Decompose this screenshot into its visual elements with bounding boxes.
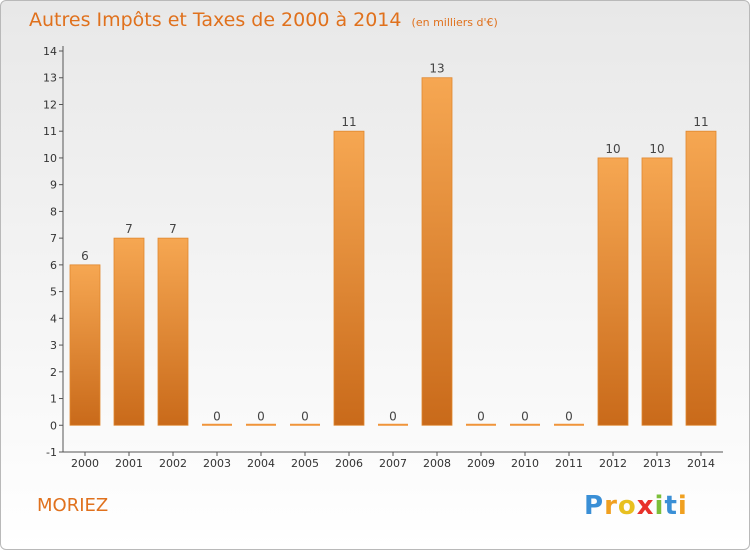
y-tick-label: 2 [50, 366, 57, 379]
x-tick-label: 2005 [291, 457, 319, 470]
bar [69, 264, 101, 426]
y-tick-label: 4 [50, 312, 57, 325]
bar [113, 237, 145, 426]
data-label: 7 [169, 222, 177, 236]
y-tick-label: 3 [50, 339, 57, 352]
bar [378, 423, 408, 426]
x-tick-label: 2011 [555, 457, 583, 470]
logo-letter: i [654, 491, 665, 521]
x-tick-label: 2000 [71, 457, 99, 470]
data-label: 10 [605, 142, 620, 156]
x-tick-label: 2004 [247, 457, 275, 470]
data-label: 11 [341, 115, 356, 129]
bar [202, 423, 232, 426]
y-tick-label: 7 [50, 232, 57, 245]
y-tick-label: 11 [43, 125, 57, 138]
x-tick-label: 2007 [379, 457, 407, 470]
bar [421, 77, 453, 426]
bar [554, 423, 584, 426]
bar [246, 423, 276, 426]
bar [510, 423, 540, 426]
logo-letter: r [604, 491, 618, 521]
y-tick-label: 10 [43, 152, 57, 165]
bar [597, 157, 629, 426]
data-label: 0 [565, 409, 573, 423]
bar [157, 237, 189, 426]
y-tick-label: 8 [50, 205, 57, 218]
x-tick-label: 2009 [467, 457, 495, 470]
proxiti-logo: Proxiti [584, 491, 688, 521]
commune-name: MORIEZ [37, 495, 109, 516]
y-tick-label: 1 [50, 393, 57, 406]
logo-letter: t [664, 491, 678, 521]
logo-letter: x [636, 491, 655, 521]
x-tick-label: 2003 [203, 457, 231, 470]
x-tick-label: 2006 [335, 457, 363, 470]
x-tick-label: 2010 [511, 457, 539, 470]
data-label: 0 [477, 409, 485, 423]
y-tick-label: 5 [50, 286, 57, 299]
x-tick-label: 2012 [599, 457, 627, 470]
chart-title: Autres Impôts et Taxes de 2000 à 2014 (e… [29, 9, 498, 31]
data-label: 11 [693, 115, 708, 129]
data-label: 10 [649, 142, 664, 156]
x-tick-label: 2008 [423, 457, 451, 470]
x-tick-label: 2002 [159, 457, 187, 470]
x-tick-label: 2014 [687, 457, 715, 470]
chart-title-text: Autres Impôts et Taxes de 2000 à 2014 [29, 9, 402, 31]
x-tick-label: 2001 [115, 457, 143, 470]
y-tick-label: 14 [43, 45, 57, 58]
data-label: 0 [257, 409, 265, 423]
data-label: 7 [125, 222, 133, 236]
y-tick-label: 6 [50, 259, 57, 272]
chart-subtitle: (en milliers d'€) [411, 16, 498, 29]
y-tick-label: -1 [46, 446, 57, 459]
data-label: 0 [301, 409, 309, 423]
logo-letter: o [617, 491, 637, 521]
data-label: 0 [521, 409, 529, 423]
logo-letter: i [677, 491, 688, 521]
y-tick-label: 9 [50, 179, 57, 192]
bar [466, 423, 496, 426]
data-label: 0 [213, 409, 221, 423]
logo-letter: P [584, 491, 605, 521]
x-tick-label: 2013 [643, 457, 671, 470]
bar [290, 423, 320, 426]
data-label: 13 [429, 62, 444, 76]
y-tick-label: 13 [43, 72, 57, 85]
bar [333, 130, 365, 426]
bar [685, 130, 717, 426]
data-label: 6 [81, 249, 89, 263]
data-label: 0 [389, 409, 397, 423]
y-tick-label: 0 [50, 419, 57, 432]
y-tick-label: 12 [43, 98, 57, 111]
bar [641, 157, 673, 426]
